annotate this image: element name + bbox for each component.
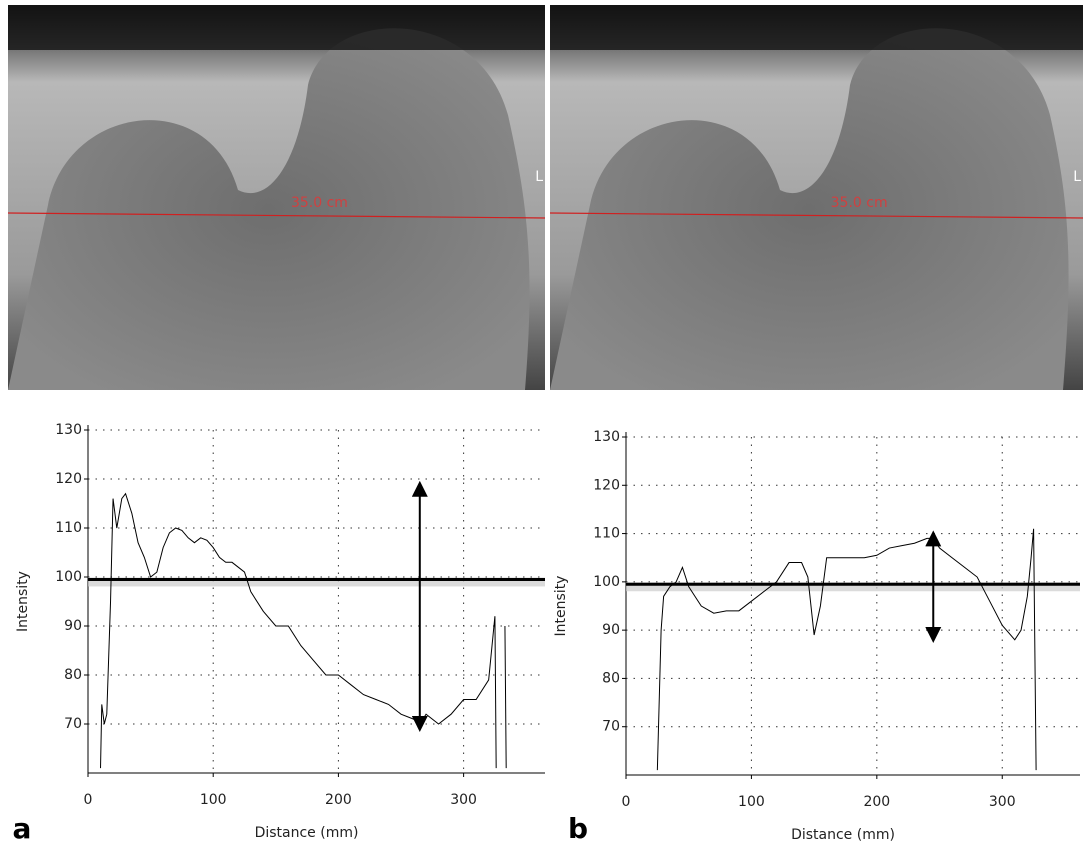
mri-top-noise (550, 5, 1083, 50)
y-axis-label: Intensity (15, 571, 31, 632)
y-tick-label: 80 (602, 670, 620, 686)
x-tick-label: 100 (738, 794, 765, 810)
mri-top-noise (8, 5, 545, 50)
mri-tissue (550, 28, 1069, 391)
y-tick-label: 100 (55, 569, 82, 585)
y-tick-label: 70 (64, 716, 82, 732)
x-tick-label: 300 (989, 794, 1016, 810)
y-tick-label: 110 (593, 526, 620, 542)
reference-band (88, 577, 545, 587)
y-tick-label: 120 (593, 477, 620, 493)
x-axis-label: Distance (mm) (791, 827, 895, 843)
y-tick-label: 90 (64, 618, 82, 634)
y-tick-label: 120 (55, 471, 82, 487)
panel-label: b (568, 812, 588, 845)
line-series (656, 528, 1037, 771)
x-tick-label: 0 (622, 794, 631, 810)
mri-tissue (8, 28, 530, 391)
measurement-line (7, 212, 546, 219)
line-series (100, 492, 507, 769)
x-tick-label: 100 (200, 792, 227, 808)
orientation-label: L (535, 169, 543, 185)
x-tick-label: 0 (84, 792, 93, 808)
measurement-label: 35.0 cm (291, 195, 348, 211)
x-axis-label: Distance (mm) (255, 825, 359, 841)
y-axis-label: Intensity (553, 576, 569, 637)
y-tick-label: 110 (55, 520, 82, 536)
y-tick-label: 130 (593, 429, 620, 445)
y-tick-label: 90 (602, 622, 620, 638)
y-tick-label: 100 (593, 574, 620, 590)
y-tick-label: 130 (55, 422, 82, 438)
y-tick-label: 70 (602, 719, 620, 735)
measurement-label: 35.0 cm (831, 195, 888, 211)
reference-band (626, 582, 1080, 592)
x-tick-label: 300 (450, 792, 477, 808)
orientation-label: L (1073, 169, 1081, 185)
measurement-line (549, 212, 1083, 219)
y-tick-label: 80 (64, 667, 82, 683)
panel-label: a (13, 812, 32, 845)
x-tick-label: 200 (863, 794, 890, 810)
x-tick-label: 200 (325, 792, 352, 808)
